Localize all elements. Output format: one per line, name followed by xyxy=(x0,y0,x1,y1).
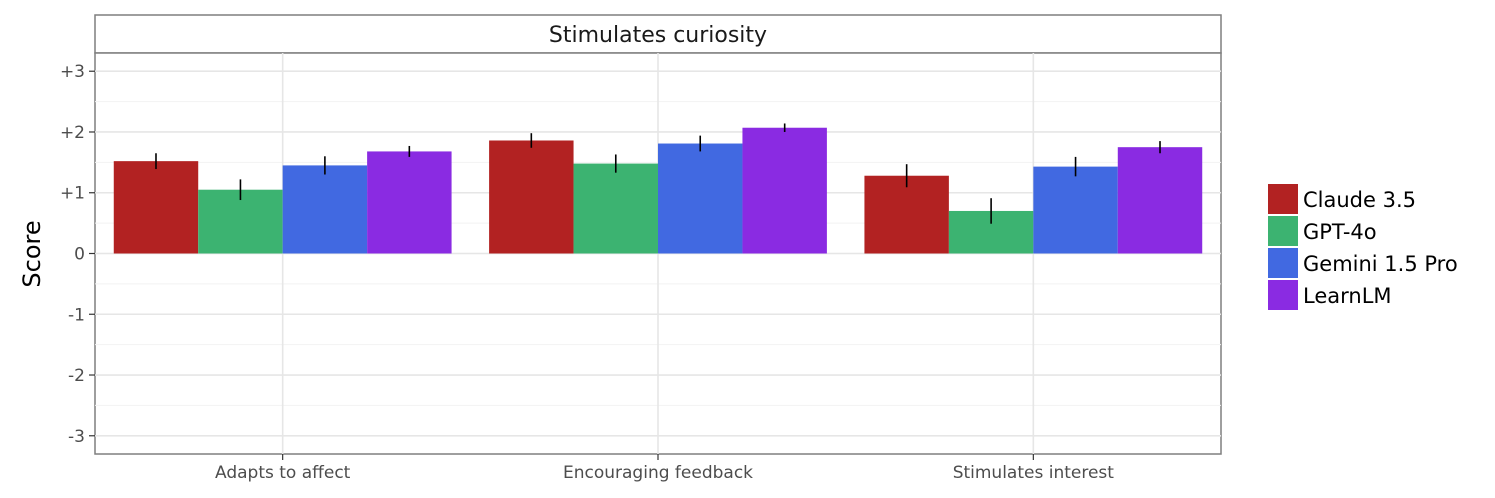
bar xyxy=(864,175,949,254)
bar xyxy=(742,127,827,254)
y-tick-label: +1 xyxy=(60,184,85,204)
bar xyxy=(282,165,368,254)
y-axis-title: Score xyxy=(18,220,46,287)
legend-label: GPT-4o xyxy=(1303,220,1377,244)
x-tick-label: Adapts to affect xyxy=(215,463,351,483)
legend-swatch xyxy=(1268,280,1298,310)
y-tick-label: -1 xyxy=(68,305,85,325)
y-axis-ticks: -3 -2 -1 0 +1 +2 +3 xyxy=(60,62,95,447)
legend-swatch xyxy=(1268,216,1298,246)
y-tick-label: +2 xyxy=(60,123,85,143)
panel-strip xyxy=(94,14,1222,54)
legend: Claude 3.5 GPT-4o Gemini 1.5 Pro LearnLM xyxy=(1268,184,1458,310)
bar xyxy=(658,143,743,254)
bars xyxy=(113,127,1203,254)
bar xyxy=(1117,147,1203,254)
y-tick-label: +3 xyxy=(60,62,85,82)
legend-label: Gemini 1.5 Pro xyxy=(1303,252,1458,276)
legend-label: LearnLM xyxy=(1303,284,1392,308)
x-tick-label: Encouraging feedback xyxy=(563,463,753,483)
y-tick-label: -2 xyxy=(68,366,85,386)
legend-label: Claude 3.5 xyxy=(1303,188,1416,212)
bar xyxy=(1033,166,1118,254)
legend-swatch xyxy=(1268,248,1298,278)
x-tick-label: Stimulates interest xyxy=(953,463,1115,483)
bar xyxy=(489,140,574,254)
y-tick-label: 0 xyxy=(74,245,85,265)
y-tick-label: -3 xyxy=(68,427,85,447)
x-axis-ticks: Adapts to affect Encouraging feedback Stim… xyxy=(215,454,1114,483)
legend-swatch xyxy=(1268,184,1298,214)
bar xyxy=(113,161,199,254)
error-bars xyxy=(155,123,1161,224)
bar xyxy=(367,151,452,254)
bar xyxy=(573,163,658,254)
bar xyxy=(198,189,283,254)
chart-title: Stimulates curiosity xyxy=(549,23,767,48)
